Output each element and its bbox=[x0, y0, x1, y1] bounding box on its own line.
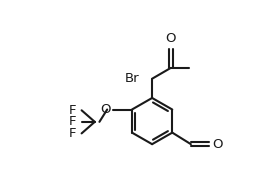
Text: O: O bbox=[212, 138, 223, 151]
Text: F: F bbox=[69, 127, 76, 140]
Text: F: F bbox=[69, 104, 76, 117]
Text: Br: Br bbox=[124, 72, 139, 85]
Text: O: O bbox=[101, 103, 111, 116]
Text: F: F bbox=[69, 115, 76, 128]
Text: O: O bbox=[165, 32, 176, 45]
